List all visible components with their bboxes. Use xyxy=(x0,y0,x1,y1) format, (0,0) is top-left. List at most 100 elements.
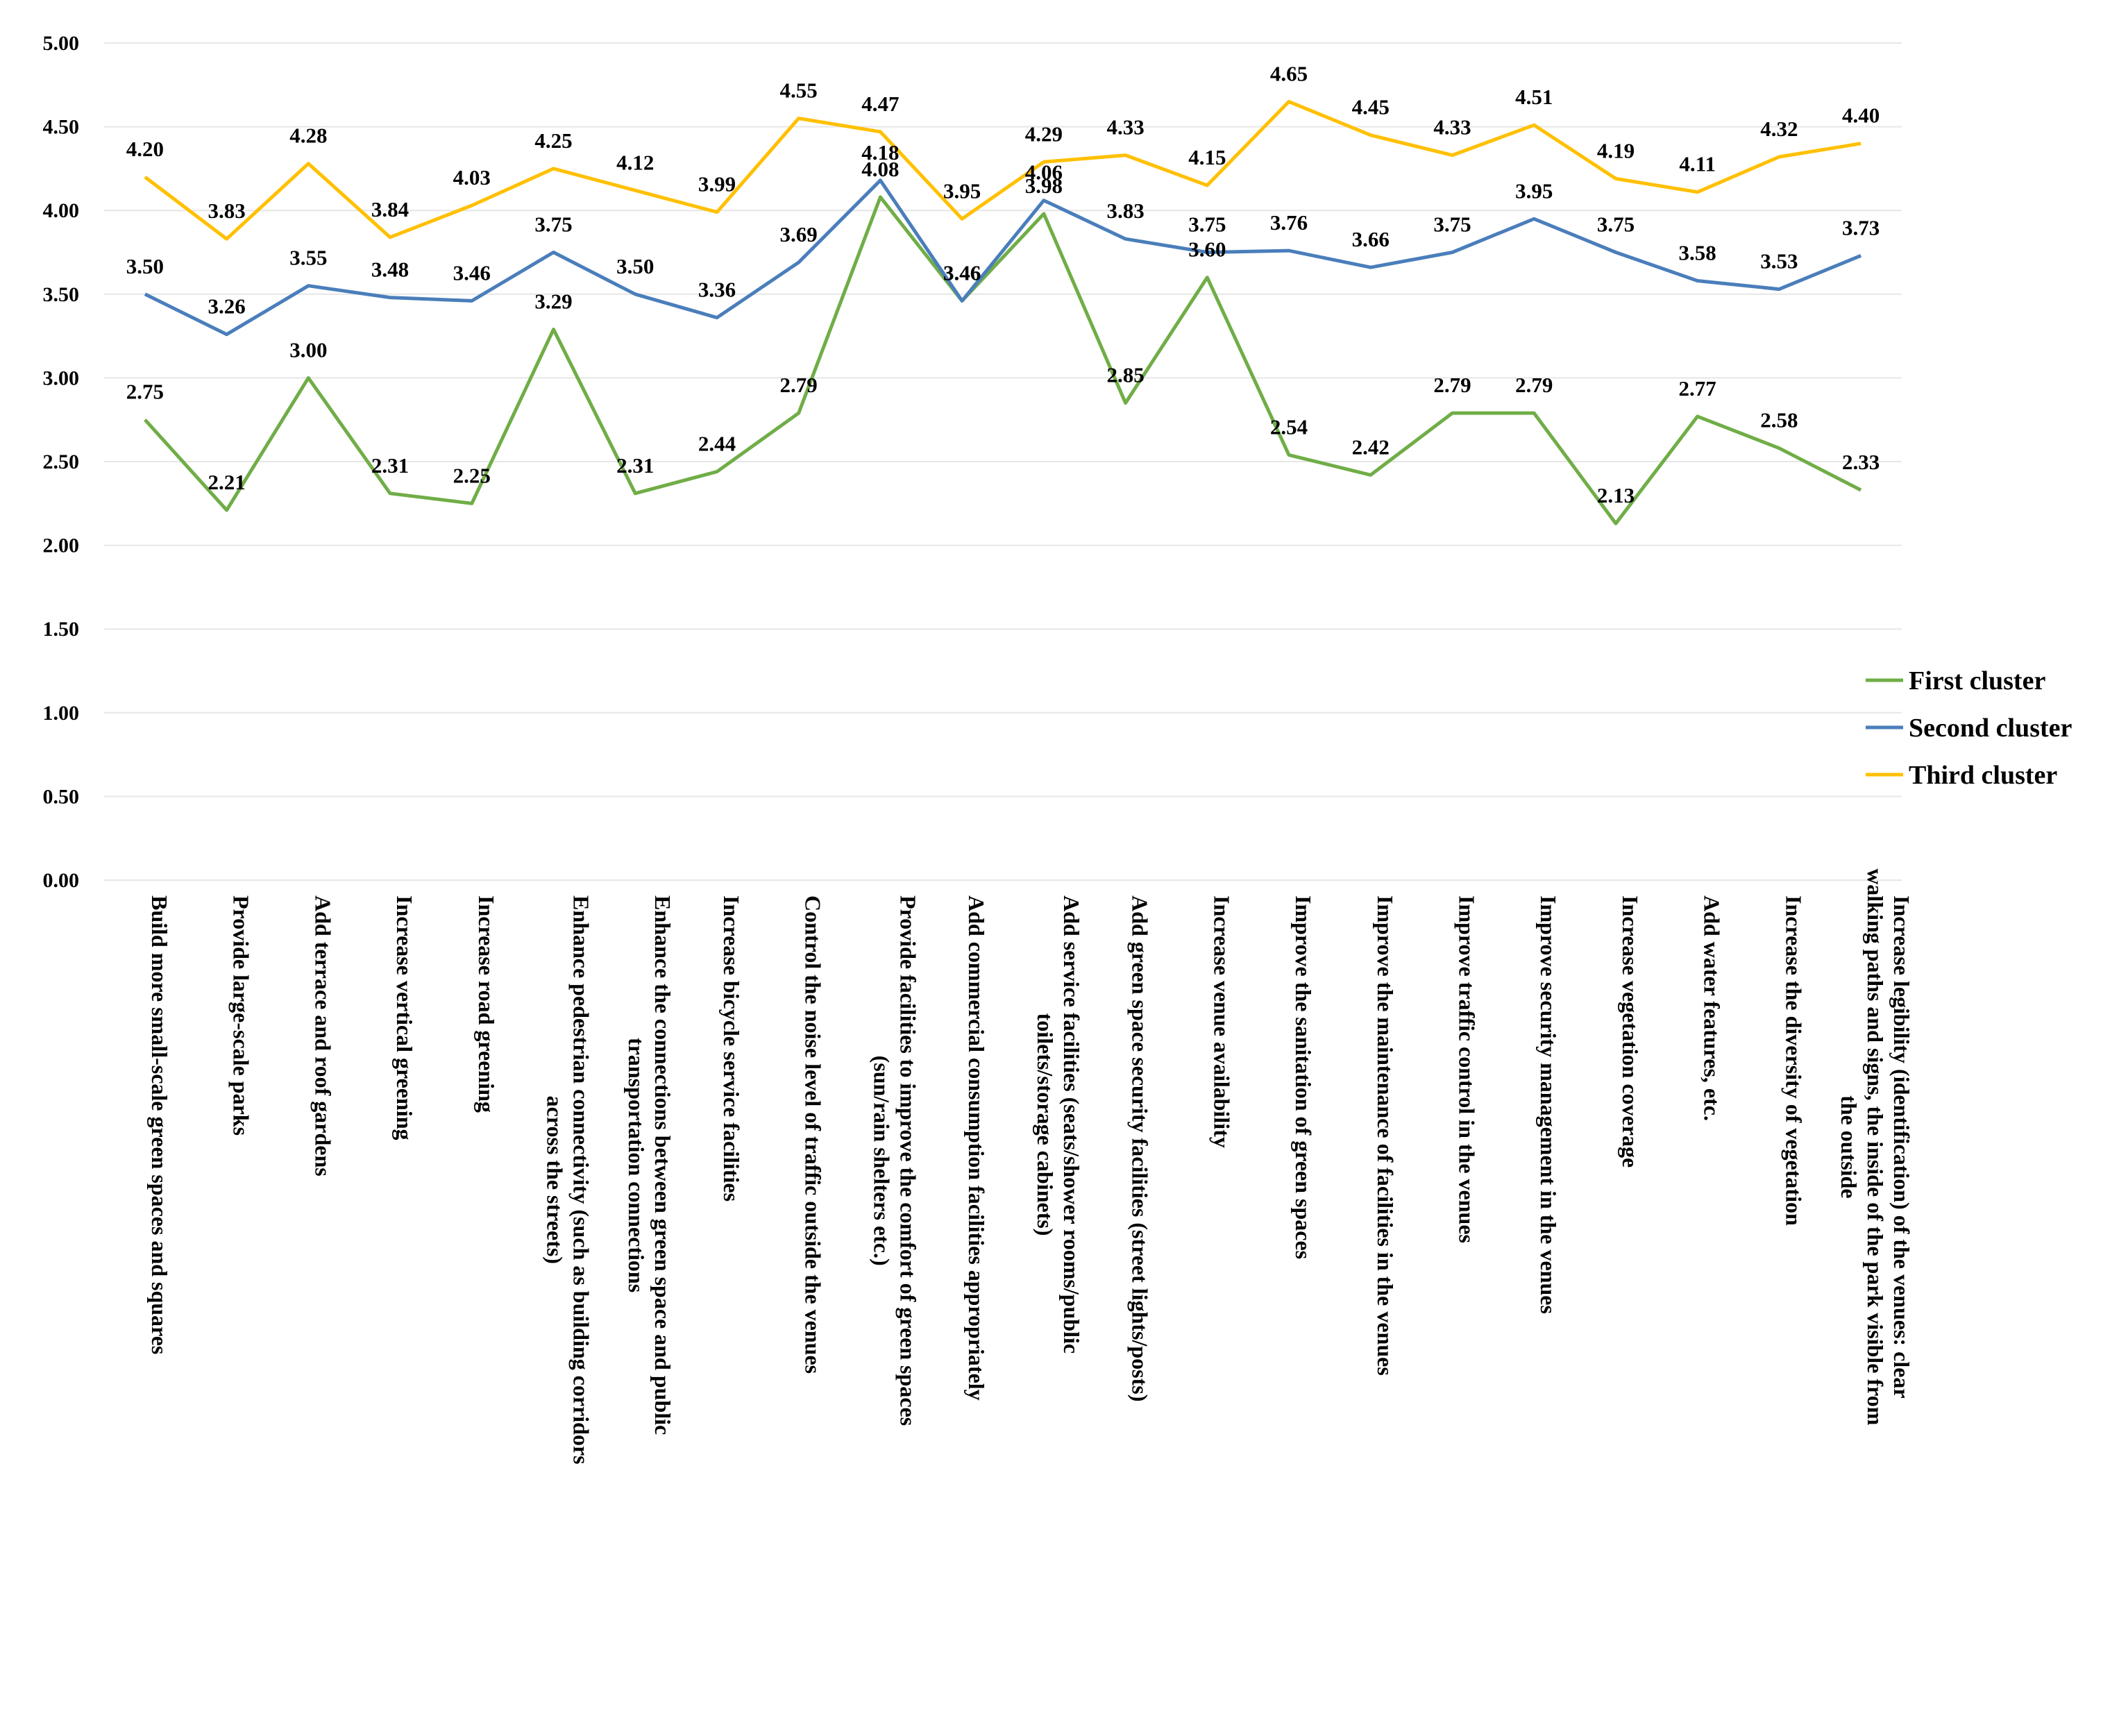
third-cluster-data-label: 4.25 xyxy=(534,128,572,153)
second-cluster-data-label: 4.06 xyxy=(1025,160,1063,185)
x-category-label-line: Provide large-scale parks xyxy=(229,895,254,1136)
third-cluster-data-label: 3.83 xyxy=(208,199,245,223)
third-cluster-data-label: 4.20 xyxy=(126,137,164,161)
series-lines xyxy=(144,99,1862,525)
first-cluster-data-label: 2.79 xyxy=(780,373,818,397)
third-cluster-data-label: 4.51 xyxy=(1515,85,1553,109)
x-category-label: Add water features, etc. xyxy=(1700,895,1725,1121)
x-category-label-line: Add green space security facilities (str… xyxy=(1128,895,1153,1401)
third-cluster-data-label: 4.45 xyxy=(1352,95,1390,119)
x-category-label: Add green space security facilities (str… xyxy=(1128,895,1153,1401)
third-cluster-data-label: 4.65 xyxy=(1270,61,1308,85)
x-category-label-line: across the streets) xyxy=(543,1096,568,1264)
y-tick-label: 2.50 xyxy=(43,450,80,473)
first-cluster-data-label: 2.79 xyxy=(1433,373,1471,397)
x-category-label: Enhance the connections between green sp… xyxy=(624,895,675,1435)
y-tick-label: 3.00 xyxy=(43,366,80,389)
x-category-label: Add terrace and roof gardens xyxy=(310,895,335,1177)
x-category-label: Provide large-scale parks xyxy=(229,895,254,1136)
second-cluster-data-label: 3.75 xyxy=(1188,212,1226,237)
third-cluster-data-label: 4.55 xyxy=(780,78,818,103)
x-category-label-line: Add water features, etc. xyxy=(1700,895,1725,1121)
second-cluster-data-label: 3.53 xyxy=(1760,249,1798,273)
x-category-label: Increase bicycle service facilities xyxy=(719,895,744,1202)
y-tick-label: 2.00 xyxy=(43,534,80,557)
x-category-label-line: Increase vegetation coverage xyxy=(1618,895,1643,1168)
first-cluster-data-label: 2.75 xyxy=(126,380,164,404)
first-cluster-data-label: 4.08 xyxy=(861,157,899,181)
x-category-label-line: Increase legibility (identification) of … xyxy=(1889,895,1914,1399)
second-cluster-data-label: 3.55 xyxy=(289,246,327,270)
first-cluster-line xyxy=(144,195,1862,525)
y-tick-label: 0.50 xyxy=(43,785,80,808)
third-cluster-data-label: 4.33 xyxy=(1433,115,1471,140)
second-cluster-data-label: 3.58 xyxy=(1679,241,1716,265)
first-cluster-data-label: 3.98 xyxy=(1025,174,1063,198)
first-cluster-data-label: 2.25 xyxy=(453,463,491,487)
first-cluster-data-label: 3.29 xyxy=(534,289,572,313)
x-category-label: Control the noise level of traffic outsi… xyxy=(801,895,826,1374)
third-cluster-data-label: 3.95 xyxy=(943,178,981,203)
x-category-label: Improve the sanitation of green spaces xyxy=(1291,895,1316,1259)
gridlines xyxy=(104,42,1902,881)
third-cluster-data-label: 4.40 xyxy=(1842,103,1880,128)
x-category-label-line: the outside xyxy=(1837,1095,1861,1198)
x-category-label-line: Enhance the connections between green sp… xyxy=(650,895,675,1435)
x-category-label-line: Control the noise level of traffic outsi… xyxy=(801,895,826,1374)
y-tick-label: 5.00 xyxy=(43,32,80,55)
third-cluster-data-label: 4.11 xyxy=(1679,152,1716,176)
third-cluster-data-label: 4.15 xyxy=(1188,145,1226,169)
first-cluster-data-label: 3.00 xyxy=(289,337,327,362)
x-category-label-line: transportation connections xyxy=(624,1038,649,1292)
second-cluster-data-label: 3.75 xyxy=(1433,212,1471,237)
first-cluster-data-label: 2.44 xyxy=(698,431,736,455)
first-cluster-data-label: 2.85 xyxy=(1106,363,1144,387)
third-cluster-line xyxy=(144,99,1861,241)
second-cluster-data-label: 3.76 xyxy=(1270,210,1308,235)
third-cluster-data-label: 4.29 xyxy=(1025,121,1063,146)
third-cluster-data-label: 4.19 xyxy=(1597,138,1635,162)
third-cluster-data-label: 4.32 xyxy=(1760,117,1798,141)
x-category-label-line: Improve the sanitation of green spaces xyxy=(1291,895,1316,1259)
first-cluster-data-label: 2.58 xyxy=(1760,408,1798,432)
third-cluster-data-label: 4.28 xyxy=(289,124,327,148)
first-cluster-data-label: 2.77 xyxy=(1679,376,1716,401)
second-cluster-data-label: 3.69 xyxy=(780,222,818,246)
x-category-label: Increase vegetation coverage xyxy=(1618,895,1643,1168)
legend: First cluster Second cluster Third cluster xyxy=(1866,666,2072,790)
x-category-label: Increase road greening xyxy=(474,895,499,1113)
x-category-label-line: Increase venue availability xyxy=(1209,895,1234,1148)
x-category-label-line: Increase vertical greening xyxy=(392,895,417,1140)
second-cluster-data-label: 3.46 xyxy=(943,260,981,285)
third-cluster-data-label: 3.99 xyxy=(698,172,736,196)
second-cluster-data-label: 3.83 xyxy=(1106,199,1144,223)
x-category-label: Build more small-scale green spaces and … xyxy=(147,895,172,1354)
x-category-label: Increase vertical greening xyxy=(392,895,417,1140)
second-cluster-data-label: 3.73 xyxy=(1842,215,1880,239)
first-cluster-legend-label: First cluster xyxy=(1909,666,2045,696)
y-tick-label: 0.00 xyxy=(43,869,80,892)
x-category-label-line: Add commercial consumption facilities ap… xyxy=(964,895,989,1401)
y-tick-label: 1.00 xyxy=(43,702,80,725)
second-cluster-data-label: 3.66 xyxy=(1352,227,1390,251)
y-tick-label: 1.50 xyxy=(43,618,80,641)
first-cluster-data-label: 2.31 xyxy=(371,453,409,478)
x-category-label: Increase venue availability xyxy=(1209,895,1234,1148)
y-tick-label: 3.50 xyxy=(43,283,80,306)
second-cluster-data-label: 3.36 xyxy=(698,278,736,302)
y-tick-label: 4.00 xyxy=(43,199,80,222)
x-category-label-line: (sun/rain shelters etc.) xyxy=(869,1056,894,1266)
x-category-label: Provide facilities to improve the comfor… xyxy=(869,895,920,1426)
x-category-label-line: Increase the diversity of vegetation xyxy=(1781,895,1806,1226)
second-cluster-data-label: 3.50 xyxy=(126,254,164,278)
x-category-label-line: Enhance pedestrian connectivity (such as… xyxy=(569,895,594,1465)
first-cluster-data-label: 2.33 xyxy=(1842,450,1880,474)
x-category-label: Increase legibility (identification) of … xyxy=(1837,868,1914,1426)
second-cluster-line xyxy=(144,178,1862,337)
x-category-label-line: Add terrace and roof gardens xyxy=(310,895,335,1177)
x-category-label-line: Improve the maintenance of facilities in… xyxy=(1373,895,1398,1376)
second-cluster-data-label: 3.46 xyxy=(453,260,491,285)
third-cluster-data-label: 4.47 xyxy=(861,92,899,116)
x-category-label-line: Build more small-scale green spaces and … xyxy=(147,895,172,1354)
third-cluster-data-label: 4.03 xyxy=(453,165,491,189)
